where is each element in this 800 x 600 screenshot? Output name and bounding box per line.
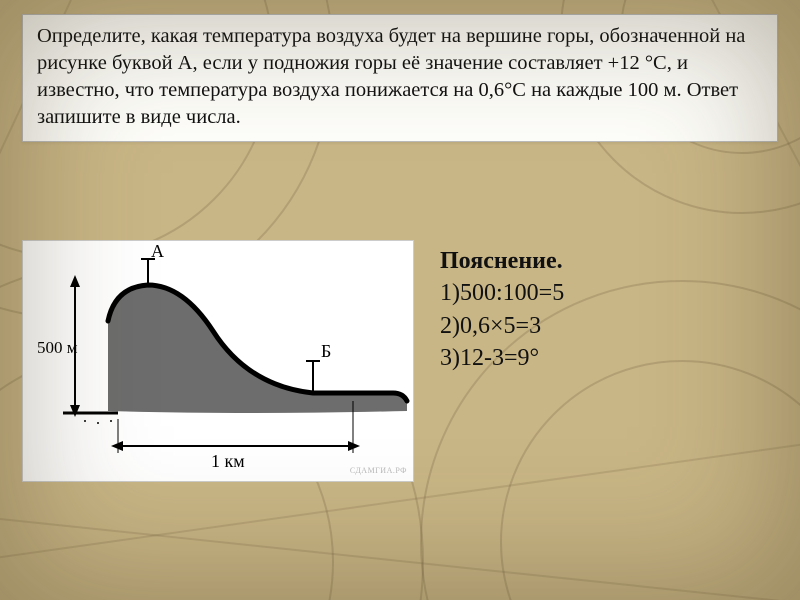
slide-root: Определите, какая температура воздуха бу… bbox=[0, 0, 800, 600]
explanation-line: 2)0,6×5=3 bbox=[440, 310, 564, 342]
explanation-line: 1)500:100=5 bbox=[440, 277, 564, 309]
diagram-label-a: А bbox=[151, 241, 164, 261]
problem-text-box: Определите, какая температура воздуха бу… bbox=[22, 14, 778, 142]
diagram-height-label: 500 м bbox=[37, 338, 78, 357]
problem-text: Определите, какая температура воздуха бу… bbox=[37, 25, 745, 128]
explanation-block: Пояснение. 1)500:100=5 2)0,6×5=3 3)12-3=… bbox=[440, 245, 564, 375]
diagram-width-label: 1 км bbox=[211, 451, 245, 471]
diagram-label-b: Б bbox=[321, 341, 331, 361]
explanation-title: Пояснение. bbox=[440, 245, 564, 277]
diagram-watermark: СДАМГИА.РФ bbox=[350, 466, 407, 475]
mountain-diagram: А Б 500 м 1 км СДАМГИА.РФ bbox=[22, 240, 414, 482]
explanation-line: 3)12-3=9° bbox=[440, 342, 564, 374]
